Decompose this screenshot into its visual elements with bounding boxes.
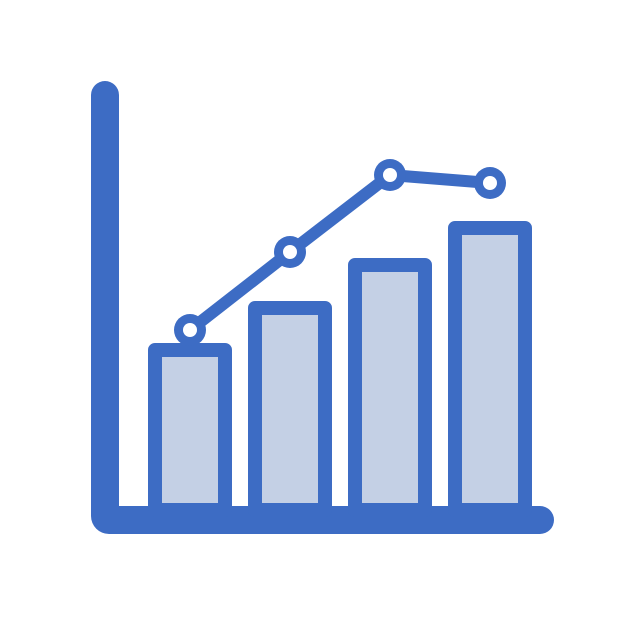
- bar-2: [255, 308, 325, 510]
- bar-4: [455, 228, 525, 510]
- bar-3: [355, 265, 425, 510]
- marker-inner-1: [183, 323, 197, 337]
- marker-inner-2: [283, 245, 297, 259]
- marker-inner-3: [383, 168, 397, 182]
- bar-1: [155, 350, 225, 510]
- marker-inner-4: [483, 176, 497, 190]
- combo-chart-icon: [0, 0, 626, 626]
